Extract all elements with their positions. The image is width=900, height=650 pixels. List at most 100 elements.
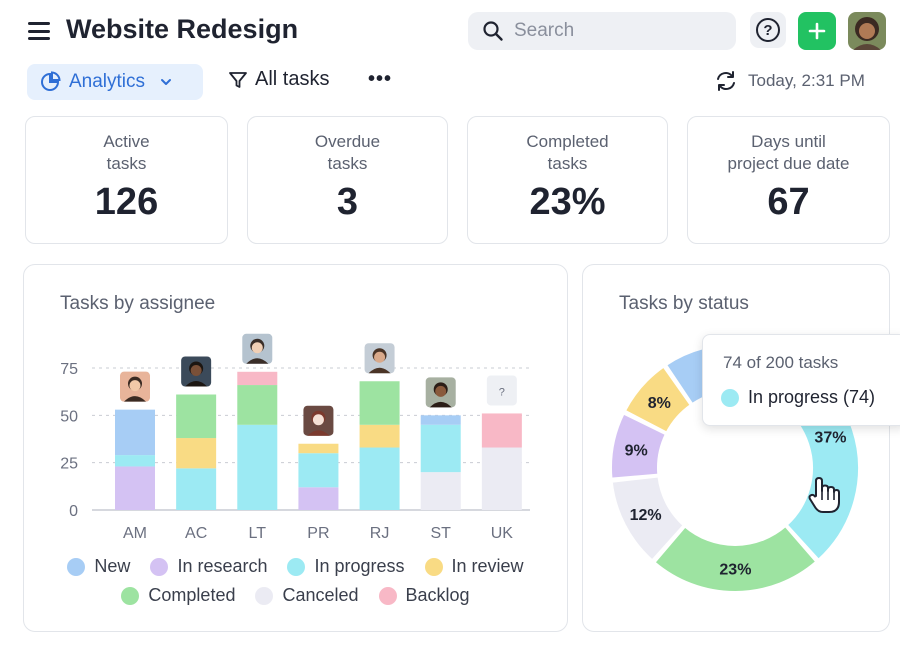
assignee-avatar [181,356,212,387]
slice-label: 12% [630,507,662,524]
y-tick-label: 75 [60,361,78,378]
y-tick-label: 0 [69,503,78,520]
bar-segment [481,413,522,448]
view-selector[interactable]: Analytics [27,64,203,100]
stat-label: Overdue tasks [314,132,381,173]
bar-segment [237,424,278,510]
slice-label: 8% [648,395,671,412]
bar-segment [298,487,339,510]
last-updated: Today, 2:31 PM [714,70,865,92]
legend-label: In research [177,556,268,576]
legend-item[interactable]: In review [424,556,524,577]
donut-slice [623,365,693,434]
hand-cursor-icon [808,477,840,513]
user-avatar[interactable] [848,12,886,50]
legend-swatch [67,557,86,576]
avatar-image [848,12,886,50]
stat-card-completed: Completed tasks 23% [467,116,668,244]
more-options-button[interactable]: ••• [368,68,393,90]
refresh-icon[interactable] [714,70,738,92]
legend-item[interactable]: New [67,556,130,577]
bar-segment [420,424,461,473]
legend-swatch [721,388,739,407]
bar-segment [420,415,461,425]
legend-label: In review [451,556,524,576]
stat-card-days-left: Days until project due date 67 [687,116,890,244]
bar-segment [359,447,400,510]
bar-segment [115,409,155,456]
legend-swatch [255,586,274,605]
x-tick-label: LT [249,525,267,542]
search-icon [483,21,503,41]
legend-label: Canceled [282,585,359,605]
unassigned-avatar: ? [486,375,517,406]
bar-segment [298,453,339,488]
bar-segment [237,371,278,386]
legend-swatch [287,557,306,576]
filter-icon [229,71,247,88]
bar-segment [359,381,400,425]
stat-label: Active tasks [103,132,150,173]
view-label: Analytics [69,71,146,92]
donut-slice [610,475,686,562]
x-tick-label: RJ [370,525,390,542]
search-input[interactable] [512,19,726,43]
legend-item[interactable]: Completed [121,585,235,606]
x-tick-label: AC [185,525,207,542]
help-button[interactable]: ? [750,12,786,48]
add-button[interactable] [798,12,836,50]
assignee-legend: New In research In progress In review Compl… [23,556,568,606]
chart-tooltip: 74 of 200 tasks In progress (74) [702,334,900,426]
legend-item[interactable]: In progress [287,556,405,577]
legend-label: New [94,556,131,576]
tooltip-label: In progress (74) [748,387,876,407]
unassigned-avatar-label: ? [499,386,505,398]
legend-item[interactable]: Backlog [378,585,470,606]
bar-segment [298,443,339,454]
slice-label: 23% [719,561,751,578]
updated-label: Today, 2:31 PM [748,71,865,90]
menu-icon[interactable] [28,22,50,40]
filter-label: All tasks [255,68,330,90]
bar-segment [237,385,278,425]
bar-segment [115,466,155,510]
x-tick-label: ST [430,525,451,542]
assignee-avatar [364,343,395,374]
filter-button[interactable]: All tasks [228,68,329,91]
stat-card-active: Active tasks 126 [25,116,228,244]
bar-segment [359,424,400,448]
chevron-down-icon [161,79,172,85]
assignee-avatar [242,333,273,364]
tooltip-heading: 74 of 200 tasks [723,353,839,372]
x-tick-label: UK [491,525,514,542]
pie-chart-icon [41,71,61,91]
x-tick-label: AM [123,525,147,542]
assignee-avatar [120,371,150,402]
x-tick-label: PR [307,525,329,542]
stat-label: Days until project due date [727,132,850,173]
slice-label: 37% [814,430,846,447]
panel-title: Tasks by status [619,293,749,314]
legend-item[interactable]: In research [150,556,267,577]
help-icon: ? [756,18,780,42]
plus-icon [808,22,826,40]
legend-swatch [121,586,140,605]
legend-item[interactable]: Canceled [255,585,359,606]
slice-label: 9% [625,443,648,460]
bar-segment [176,394,217,439]
stat-value: 3 [336,181,359,223]
donut-slice [610,412,668,480]
tooltip-row: In progress (74) [721,387,875,408]
y-tick-label: 50 [60,408,78,425]
bar-segment [481,447,522,510]
assignee-avatar [303,405,334,436]
legend-label: In progress [314,556,405,576]
legend-swatch [424,557,443,576]
legend-label: Completed [148,585,236,605]
bar-segment [176,438,217,469]
project-title: Website Redesign [66,14,299,44]
svg-text:?: ? [763,22,772,39]
search-box[interactable] [468,12,736,50]
